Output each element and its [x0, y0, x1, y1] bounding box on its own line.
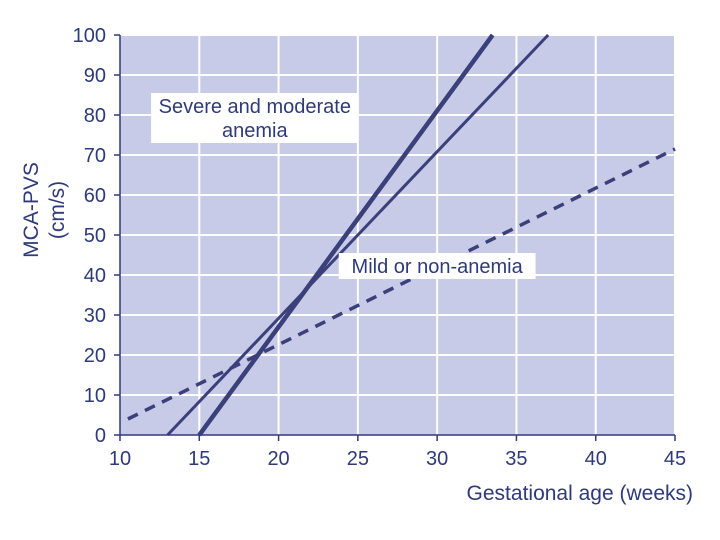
y-axis-label: MCA-PVS — [20, 162, 43, 258]
x-tick-label: 45 — [664, 448, 686, 470]
y-tick-label: 50 — [84, 225, 106, 247]
y-tick-label: 80 — [84, 105, 106, 127]
x-tick-label: 15 — [188, 448, 210, 470]
y-tick-label: 40 — [84, 265, 106, 287]
annotation-text: anemia — [222, 120, 288, 142]
y-tick-label: 60 — [84, 185, 106, 207]
y-tick-label: 10 — [84, 385, 106, 407]
x-tick-label: 30 — [426, 448, 448, 470]
x-tick-label: 25 — [347, 448, 369, 470]
annotation-text: Severe and moderate — [159, 96, 351, 118]
y-tick-label: 90 — [84, 65, 106, 87]
y-tick-label: 70 — [84, 145, 106, 167]
y-tick-label: 0 — [95, 425, 106, 447]
x-tick-label: 35 — [505, 448, 527, 470]
x-tick-label: 20 — [267, 448, 289, 470]
x-axis-label: Gestational age (weeks) — [467, 482, 693, 505]
annotation-box — [151, 93, 359, 143]
y-tick-label: 30 — [84, 305, 106, 327]
annotation-box — [338, 253, 536, 279]
x-tick-label: 40 — [585, 448, 607, 470]
y-axis-unit: (cm/s) — [46, 181, 69, 239]
y-tick-label: 20 — [84, 345, 106, 367]
annotation-text: Mild or non-anemia — [352, 256, 524, 278]
series-line-thick-solid — [197, 33, 495, 437]
series-lines — [127, 33, 676, 437]
series-line-dashed — [127, 147, 676, 421]
y-tick-label: 100 — [73, 25, 106, 47]
x-tick-label: 10 — [109, 448, 131, 470]
